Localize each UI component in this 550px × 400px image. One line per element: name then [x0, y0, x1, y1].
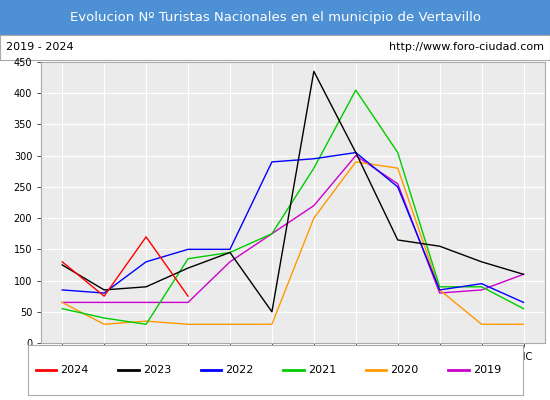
- Text: Evolucion Nº Turistas Nacionales en el municipio de Vertavillo: Evolucion Nº Turistas Nacionales en el m…: [69, 11, 481, 24]
- Text: http://www.foro-ciudad.com: http://www.foro-ciudad.com: [389, 42, 544, 52]
- Text: 2019 - 2024: 2019 - 2024: [6, 42, 73, 52]
- Text: 2021: 2021: [308, 365, 336, 375]
- Text: 2020: 2020: [390, 365, 419, 375]
- Text: 2023: 2023: [143, 365, 171, 375]
- Text: 2019: 2019: [473, 365, 501, 375]
- Text: 2022: 2022: [226, 365, 254, 375]
- Text: 2024: 2024: [60, 365, 89, 375]
